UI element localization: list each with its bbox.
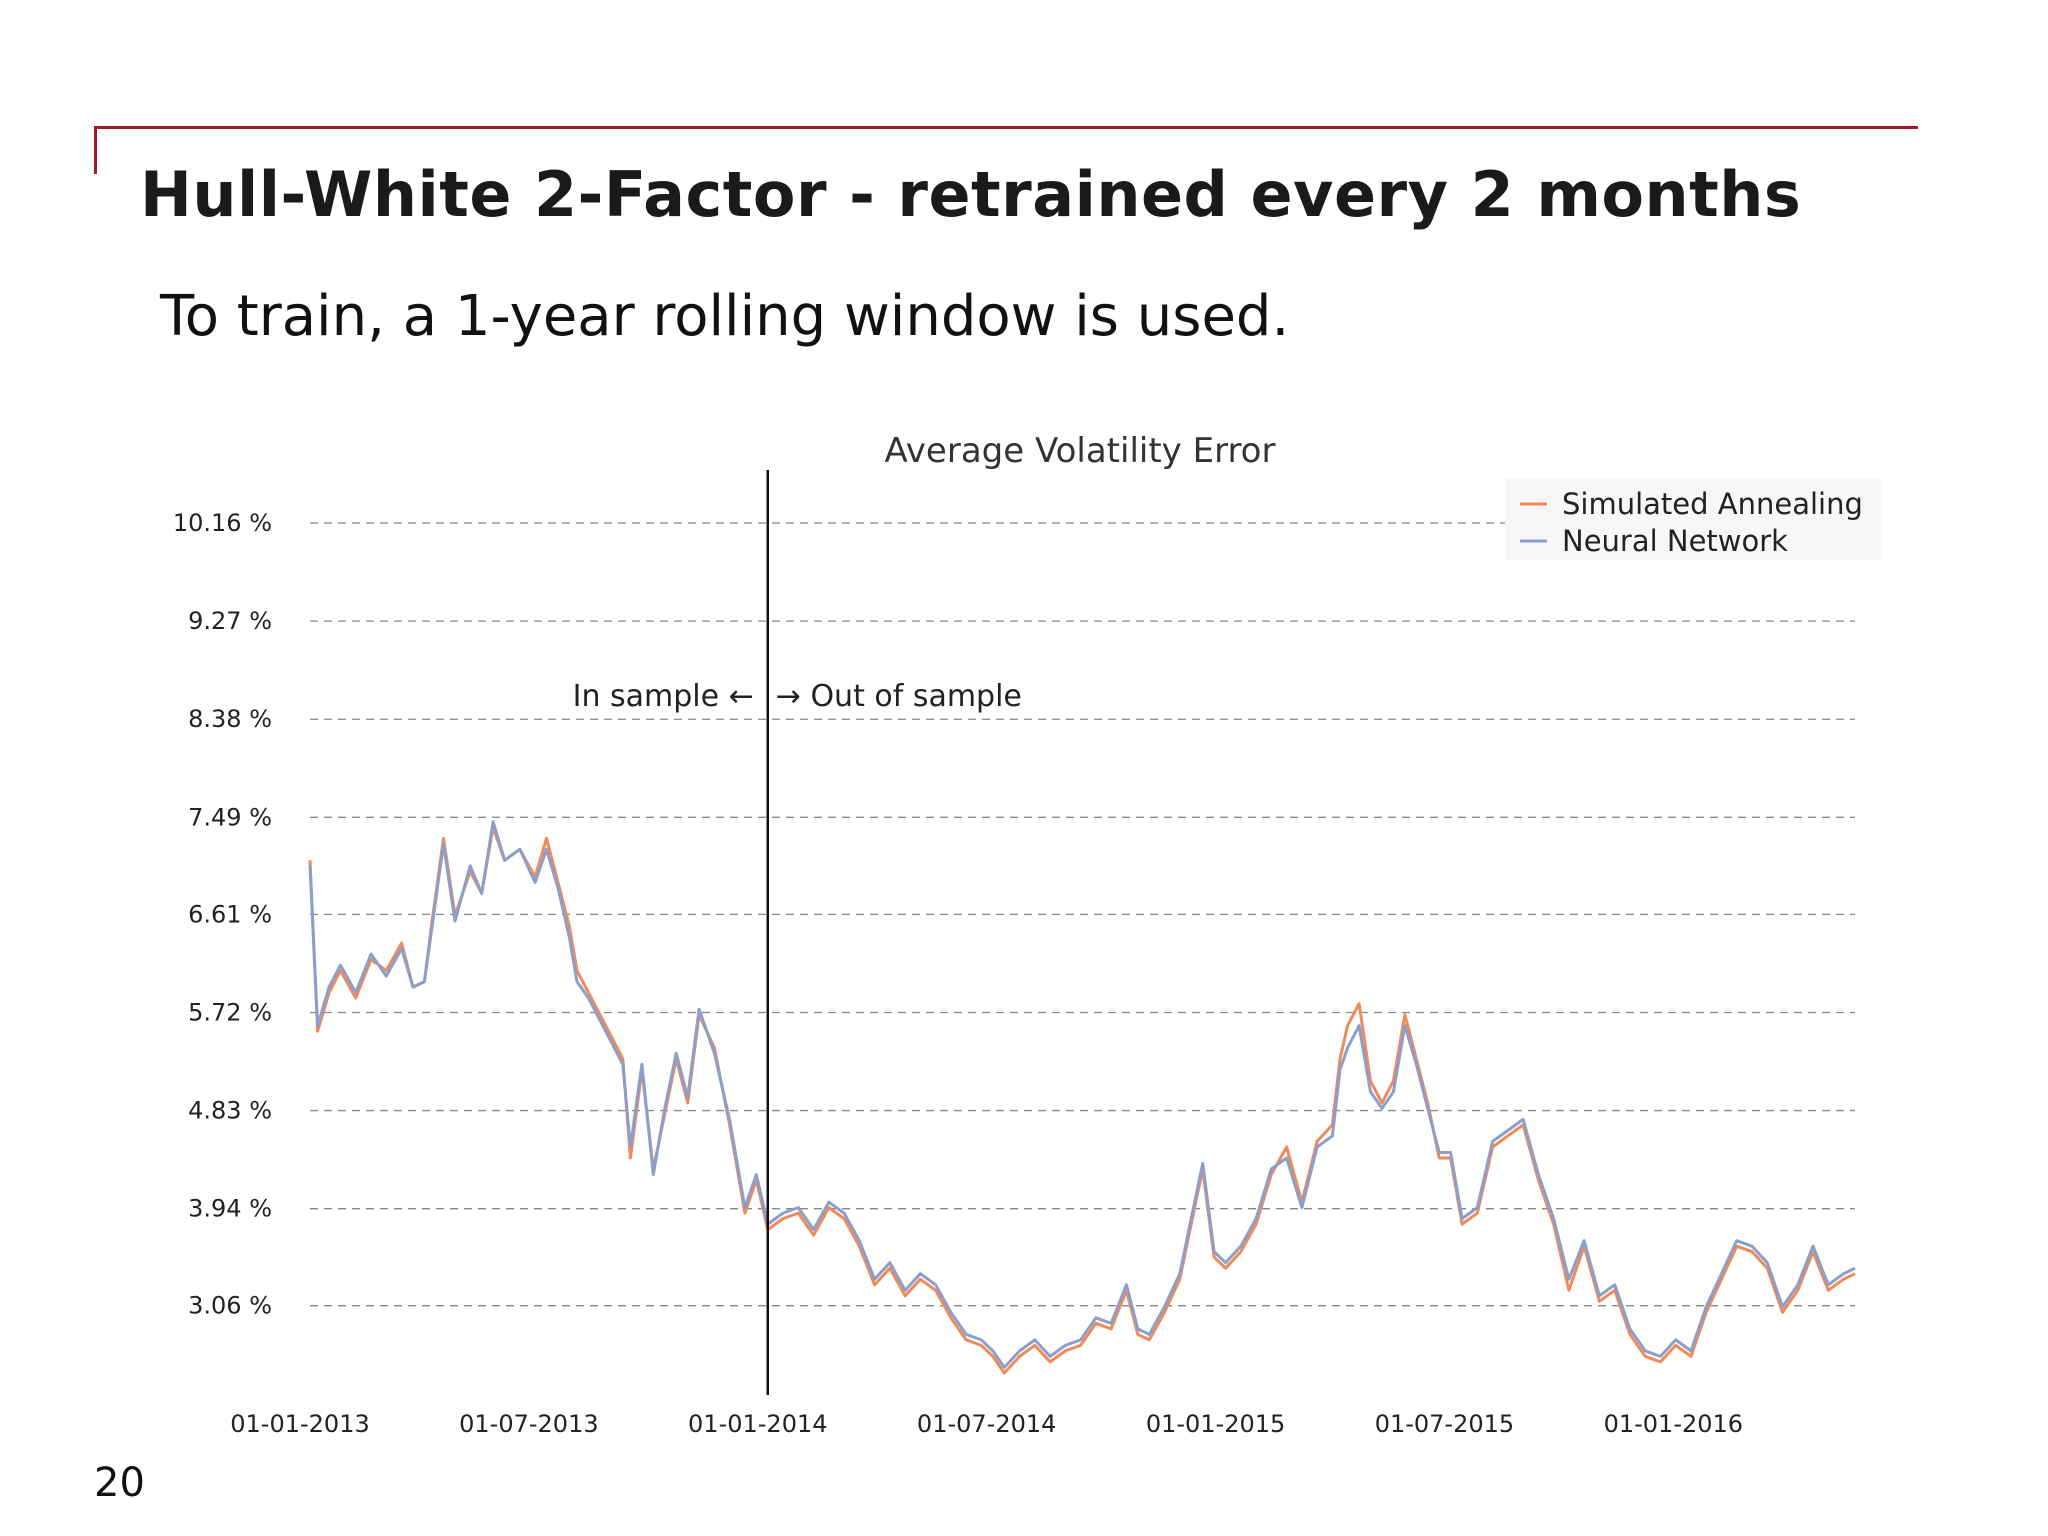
series-line-simulated-annealing bbox=[308, 825, 1856, 1375]
chart-grid bbox=[310, 522, 1855, 1307]
y-tick-label: 4.83 % bbox=[188, 1097, 272, 1125]
header-rule-corner bbox=[94, 126, 97, 174]
y-tick-label: 3.94 % bbox=[188, 1195, 272, 1223]
x-tick-label: 01-01-2013 bbox=[230, 1410, 369, 1438]
x-tick-label: 01-01-2015 bbox=[1146, 1410, 1285, 1438]
slide-subtitle: To train, a 1-year rolling window is use… bbox=[160, 284, 1290, 349]
in-sample-label: In sample ← bbox=[573, 679, 754, 714]
x-tick-label: 01-01-2016 bbox=[1604, 1410, 1743, 1438]
legend-label-simulated-annealing: Simulated Annealing bbox=[1562, 487, 1863, 521]
x-tick-label: 01-07-2014 bbox=[917, 1410, 1056, 1438]
y-tick-label: 10.16 % bbox=[173, 509, 272, 537]
chart-title: Average Volatility Error bbox=[885, 431, 1276, 471]
x-tick-label: 01-01-2014 bbox=[688, 1410, 827, 1438]
legend-box bbox=[1505, 478, 1882, 560]
out-of-sample-label: → Out of sample bbox=[776, 679, 1022, 714]
y-tick-label: 8.38 % bbox=[188, 705, 272, 733]
chart-legend: Simulated Annealing Neural Network bbox=[1505, 478, 1882, 560]
header-rule bbox=[94, 126, 1918, 129]
y-tick-label: 5.72 % bbox=[188, 998, 272, 1026]
y-tick-label: 9.27 % bbox=[188, 607, 272, 635]
chart-series bbox=[308, 820, 1856, 1375]
x-axis: 01-01-2013 01-07-2013 01-01-2014 01-07-2014… bbox=[230, 1410, 1743, 1438]
y-tick-label: 6.61 % bbox=[188, 900, 272, 928]
y-axis: 10.16 % 9.27 % 8.38 % 7.49 % 6.61 % 5.72 % 4.8… bbox=[173, 509, 272, 1320]
y-tick-label: 3.06 % bbox=[188, 1292, 272, 1320]
page-number: 20 bbox=[94, 1460, 145, 1506]
x-tick-label: 01-07-2015 bbox=[1375, 1410, 1514, 1438]
y-tick-label: 7.49 % bbox=[188, 803, 272, 831]
slide-title: Hull-White 2-Factor - retrained every 2 … bbox=[140, 158, 1802, 231]
series-line-neural-network bbox=[308, 820, 1856, 1369]
legend-label-neural-network: Neural Network bbox=[1562, 524, 1788, 558]
x-tick-label: 01-07-2013 bbox=[459, 1410, 598, 1438]
volatility-error-chart: Average Volatility Error 10.16 % 9.27 % 8.… bbox=[173, 431, 1882, 1438]
